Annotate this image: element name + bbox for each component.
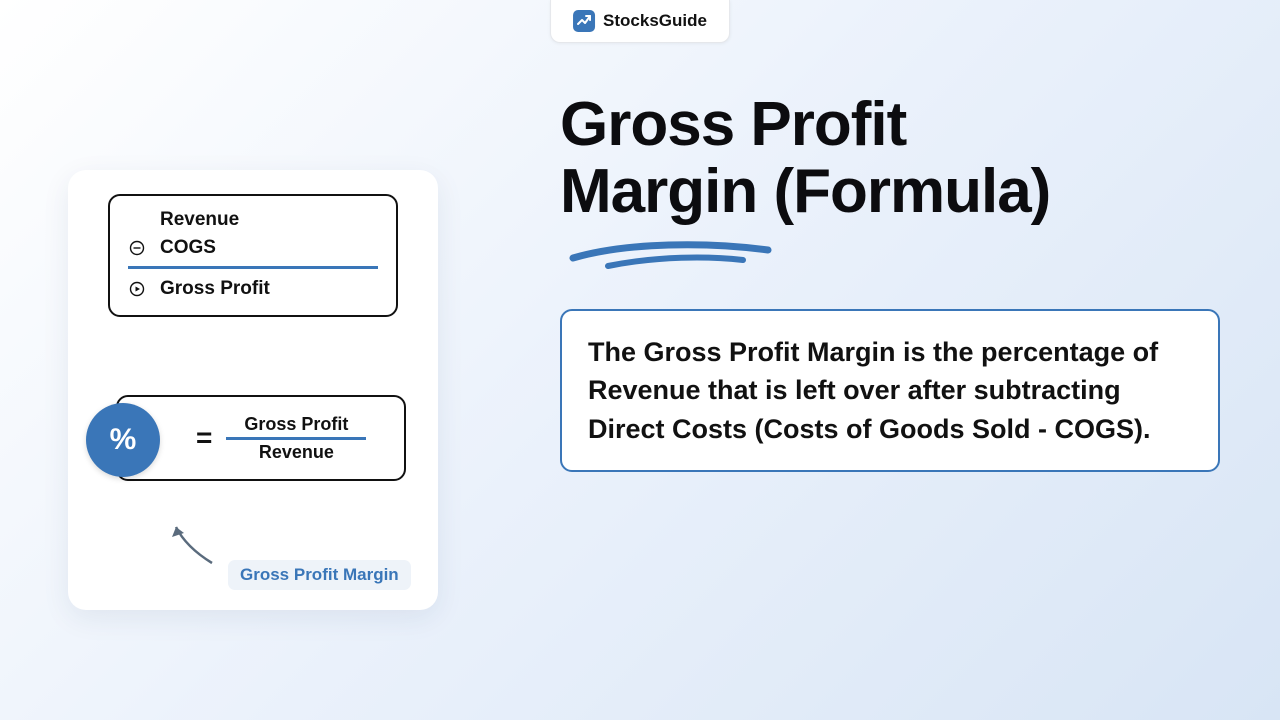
calc-row-cogs: COGS (128, 234, 378, 262)
fraction: Gross Profit Revenue (226, 412, 366, 465)
calc-row-gross-profit: Gross Profit (128, 275, 378, 303)
page-title: Gross Profit Margin (Formula) (560, 92, 1220, 226)
formula-box-wrap: % = Gross Profit Revenue (116, 395, 410, 481)
underline-swoosh-icon (568, 236, 778, 270)
brand-chart-icon (573, 10, 595, 32)
equals-sign: = (196, 422, 212, 454)
content-column: Gross Profit Margin (Formula) The Gross … (560, 92, 1220, 472)
calc-row-revenue: Revenue (128, 206, 378, 234)
brand-pill: StocksGuide (550, 0, 730, 43)
fraction-numerator: Gross Profit (240, 412, 352, 437)
percent-badge-icon: % (86, 403, 160, 477)
calc-label: Gross Profit (160, 278, 270, 300)
minus-circle-icon (128, 239, 146, 257)
formula-card: Revenue COGS Gross Profit % = Gross Prof… (68, 170, 438, 610)
title-line-1: Gross Profit (560, 90, 906, 159)
calc-label: Revenue (160, 209, 239, 231)
pointer-arrow-icon (164, 515, 224, 575)
divider-line (128, 266, 378, 269)
title-line-2: Margin (Formula) (560, 157, 1050, 226)
fraction-denominator: Revenue (255, 440, 338, 465)
result-label: Gross Profit Margin (228, 560, 411, 590)
play-circle-icon (128, 280, 146, 298)
calculation-box: Revenue COGS Gross Profit (108, 194, 398, 317)
definition-box: The Gross Profit Margin is the percentag… (560, 309, 1220, 472)
calc-label: COGS (160, 237, 216, 259)
brand-name: StocksGuide (603, 11, 707, 31)
